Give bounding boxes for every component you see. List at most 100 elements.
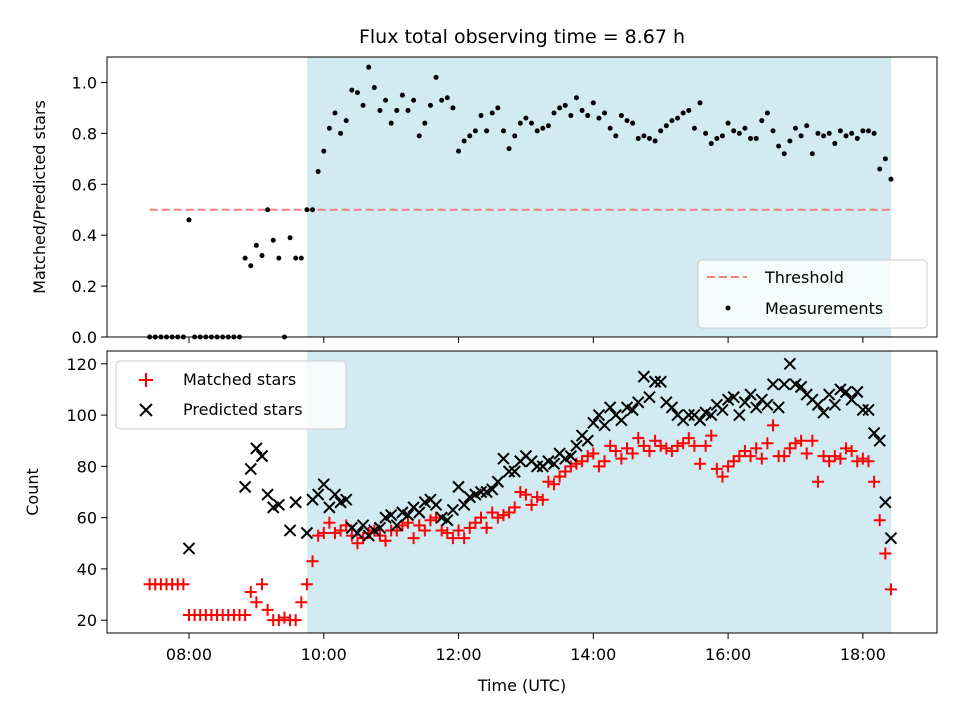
- x-tick-label: 18:00: [840, 645, 886, 664]
- matched-star-point: [840, 442, 853, 455]
- matched-star-point: [862, 455, 875, 468]
- matched-star-point: [491, 511, 504, 524]
- measurement-point: [540, 125, 546, 131]
- measurement-point: [534, 128, 540, 134]
- measurement-point: [315, 169, 321, 175]
- matched-star-point: [570, 457, 583, 470]
- measurement-point: [310, 207, 316, 213]
- matched-star-point: [514, 486, 527, 498]
- x-tick-label: 14:00: [570, 645, 616, 664]
- predicted-star-point: [328, 488, 342, 501]
- matched-star-point: [413, 519, 426, 532]
- predicted-stars-points: [182, 357, 898, 555]
- matched-star-point: [536, 493, 549, 506]
- matched-star-point: [306, 555, 319, 568]
- matched-star-point: [767, 419, 780, 432]
- matched-star-point: [244, 585, 257, 598]
- measurement-point: [506, 146, 512, 152]
- matched-star-point: [699, 439, 712, 452]
- predicted-star-point: [643, 390, 656, 404]
- matched-star-point: [469, 516, 482, 529]
- measurement-point: [882, 156, 888, 162]
- matched-star-point: [418, 524, 431, 537]
- matched-star-point: [289, 614, 302, 627]
- measurement-point: [624, 118, 630, 124]
- predicted-star-point: [772, 401, 785, 414]
- measurement-point: [669, 118, 675, 124]
- predicted-star-point: [244, 462, 257, 476]
- matched-star-point: [312, 529, 325, 542]
- bottom-x-ticks: 08:00 10:00 12:00 14:00 16:00 18:00: [166, 633, 886, 664]
- predicted-star-point: [615, 414, 628, 427]
- predicted-star-point: [261, 488, 274, 501]
- measurement-point: [607, 125, 613, 131]
- predicted-legend-marker: [139, 403, 153, 417]
- measurement-point: [500, 128, 506, 134]
- matched-star-point: [295, 596, 308, 609]
- predicted-star-point: [632, 396, 645, 409]
- matched-star-point: [559, 465, 572, 478]
- predicted-star-point: [317, 478, 330, 491]
- matched-star-point: [817, 450, 830, 463]
- predicted-star-point: [323, 501, 336, 514]
- measurement-point: [815, 130, 821, 136]
- matched-star-point: [503, 506, 516, 519]
- measurement-point: [377, 107, 383, 113]
- matched-star-point: [604, 439, 617, 452]
- measurement-point: [849, 130, 855, 136]
- predicted-star-point: [716, 403, 729, 417]
- measurement-point: [495, 105, 501, 111]
- measurement-point: [686, 107, 692, 113]
- top-y-axis-label: Matched/Predicted stars: [30, 100, 49, 294]
- top-legend-box: [697, 259, 928, 329]
- measurement-point: [658, 128, 664, 134]
- matched-star-point: [660, 442, 673, 455]
- measurement-point: [422, 120, 428, 126]
- matched-star-point: [806, 434, 819, 447]
- measurement-point: [242, 255, 248, 261]
- matched-star-point: [323, 516, 336, 529]
- measurement-point: [349, 87, 355, 93]
- predicted-star-point: [457, 498, 471, 512]
- measurement-point: [821, 133, 827, 139]
- matched-star-point: [671, 439, 684, 452]
- matched-star-point: [525, 498, 538, 511]
- matched-star-point: [250, 596, 263, 609]
- predicted-star-point: [238, 480, 252, 494]
- matched-star-point: [811, 475, 824, 488]
- predicted-star-point: [401, 508, 415, 522]
- bottom-panel: 20 40 60 80 100 120 08:00 10:00 12:00 14:00 16:00…: [23, 350, 938, 695]
- measurement-point: [675, 115, 681, 121]
- predicted-star-point: [862, 403, 875, 417]
- measurement-point: [562, 102, 568, 108]
- y-tick-label: 80: [77, 457, 97, 476]
- measurement-point: [405, 107, 411, 113]
- matched-star-point: [649, 434, 662, 447]
- matched-star-point: [508, 501, 521, 514]
- measurement-point: [798, 133, 804, 139]
- matched-star-point: [705, 429, 718, 442]
- measurement-point: [276, 255, 282, 261]
- matched-star-point: [441, 527, 454, 540]
- predicted-star-point: [530, 460, 544, 473]
- matched-star-point: [694, 457, 707, 470]
- matched-star-point: [564, 460, 577, 473]
- measurement-point: [641, 133, 647, 139]
- predicted-star-point: [340, 493, 353, 506]
- y-tick-label: 120: [66, 355, 97, 374]
- measurements-legend-label: Measurements: [765, 299, 883, 318]
- matched-star-point: [531, 491, 544, 504]
- matched-star-point: [637, 439, 650, 452]
- measurement-point: [719, 133, 725, 139]
- measurements-legend-marker: [725, 305, 731, 311]
- chart-title: Flux total observing time = 8.67 h: [359, 26, 685, 48]
- matched-star-point: [828, 450, 841, 463]
- matched-star-point: [576, 455, 589, 468]
- matched-star-point: [239, 609, 252, 622]
- matched-star-point: [379, 534, 392, 547]
- predicted-star-point: [587, 416, 600, 429]
- measurement-point: [809, 151, 815, 157]
- measurement-point: [843, 133, 849, 139]
- predicted-star-point: [839, 385, 853, 399]
- top-legend: Threshold Measurements: [697, 259, 928, 329]
